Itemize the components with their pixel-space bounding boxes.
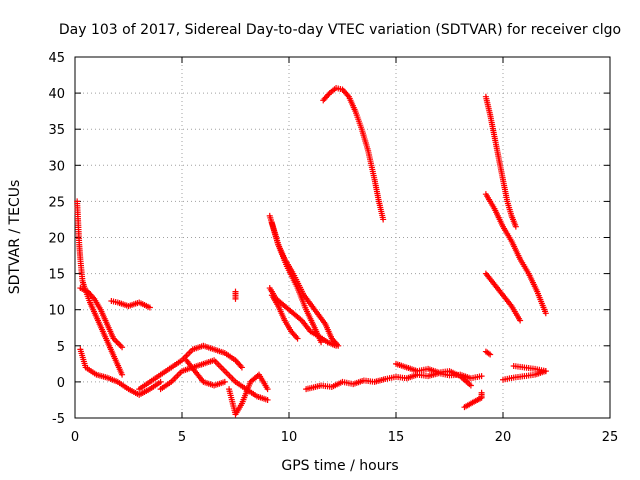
- grid: [75, 57, 610, 418]
- data-point: [221, 378, 228, 385]
- data-point: [542, 310, 549, 317]
- y-axis-label: SDTVAR / TECUs: [7, 180, 23, 295]
- data-point: [380, 216, 387, 223]
- series-arc-q: [320, 85, 387, 223]
- x-tick-label: 5: [178, 430, 186, 445]
- data-point: [318, 339, 325, 346]
- data-point: [146, 304, 153, 311]
- series-arc-n: [268, 220, 325, 346]
- y-tick-label: 30: [48, 159, 65, 174]
- y-tick-label: 15: [48, 268, 65, 283]
- series-arc-g: [157, 357, 271, 403]
- data-point: [238, 364, 245, 371]
- series-arc-v: [482, 270, 524, 324]
- data-point: [232, 295, 239, 302]
- series-arc-f: [136, 342, 245, 393]
- y-tick-label: 35: [48, 123, 65, 138]
- data-point: [512, 223, 519, 230]
- series-arc-k: [266, 212, 342, 349]
- data-point: [113, 338, 120, 345]
- y-tick-label: 25: [48, 195, 65, 210]
- data-point: [264, 396, 271, 403]
- series-arc-a: [74, 198, 88, 292]
- data-point: [119, 371, 126, 378]
- series-arc-s: [482, 348, 494, 358]
- series-arc-x: [510, 363, 549, 375]
- y-tick-label: 45: [48, 51, 65, 66]
- series-arc-p: [393, 360, 474, 389]
- series-arc-j: [232, 288, 239, 302]
- y-tick-label: 5: [57, 340, 65, 355]
- data-point: [478, 373, 485, 380]
- x-tick-label: 20: [495, 430, 512, 445]
- series-arc-e: [108, 298, 153, 311]
- series-arc-u: [482, 191, 549, 317]
- data-point: [117, 342, 124, 349]
- series-arc-r: [461, 389, 485, 411]
- series-arc-d: [77, 346, 164, 398]
- x-tick-label: 0: [71, 430, 79, 445]
- x-axis-label: GPS time / hours: [281, 458, 398, 474]
- series-arc-b: [77, 285, 126, 351]
- x-tick-label: 25: [602, 430, 619, 445]
- axis-ticks: 0 5 10 15 20 25 -5 0 5 10 15 20 25 30 35 40 45: [48, 51, 618, 445]
- data-point: [116, 341, 123, 348]
- x-tick-label: 10: [281, 430, 298, 445]
- y-tick-label: 10: [48, 304, 65, 319]
- data-point: [487, 351, 494, 358]
- data-point: [517, 317, 524, 324]
- data-point: [157, 378, 164, 385]
- data-point: [542, 368, 549, 375]
- data-point: [264, 386, 271, 393]
- data-point: [294, 335, 301, 342]
- y-tick-label: 20: [48, 232, 65, 247]
- series-arc-i: [226, 371, 271, 418]
- chart-title: Day 103 of 2017, Sidereal Day-to-day VTE…: [59, 22, 621, 38]
- y-tick-label: 40: [48, 87, 65, 102]
- series-arc-t: [482, 93, 519, 230]
- series-arc-c: [81, 285, 126, 378]
- data-point: [119, 344, 126, 351]
- y-tick-label: -5: [52, 412, 65, 427]
- series-arc-m: [268, 292, 301, 342]
- data-point: [467, 382, 474, 389]
- x-tick-label: 15: [388, 430, 405, 445]
- series-arc-h: [183, 357, 228, 389]
- data-point: [478, 389, 485, 396]
- data-point: [114, 339, 121, 346]
- data-points: [74, 85, 549, 418]
- data-point: [333, 342, 340, 349]
- y-tick-label: 0: [57, 376, 65, 391]
